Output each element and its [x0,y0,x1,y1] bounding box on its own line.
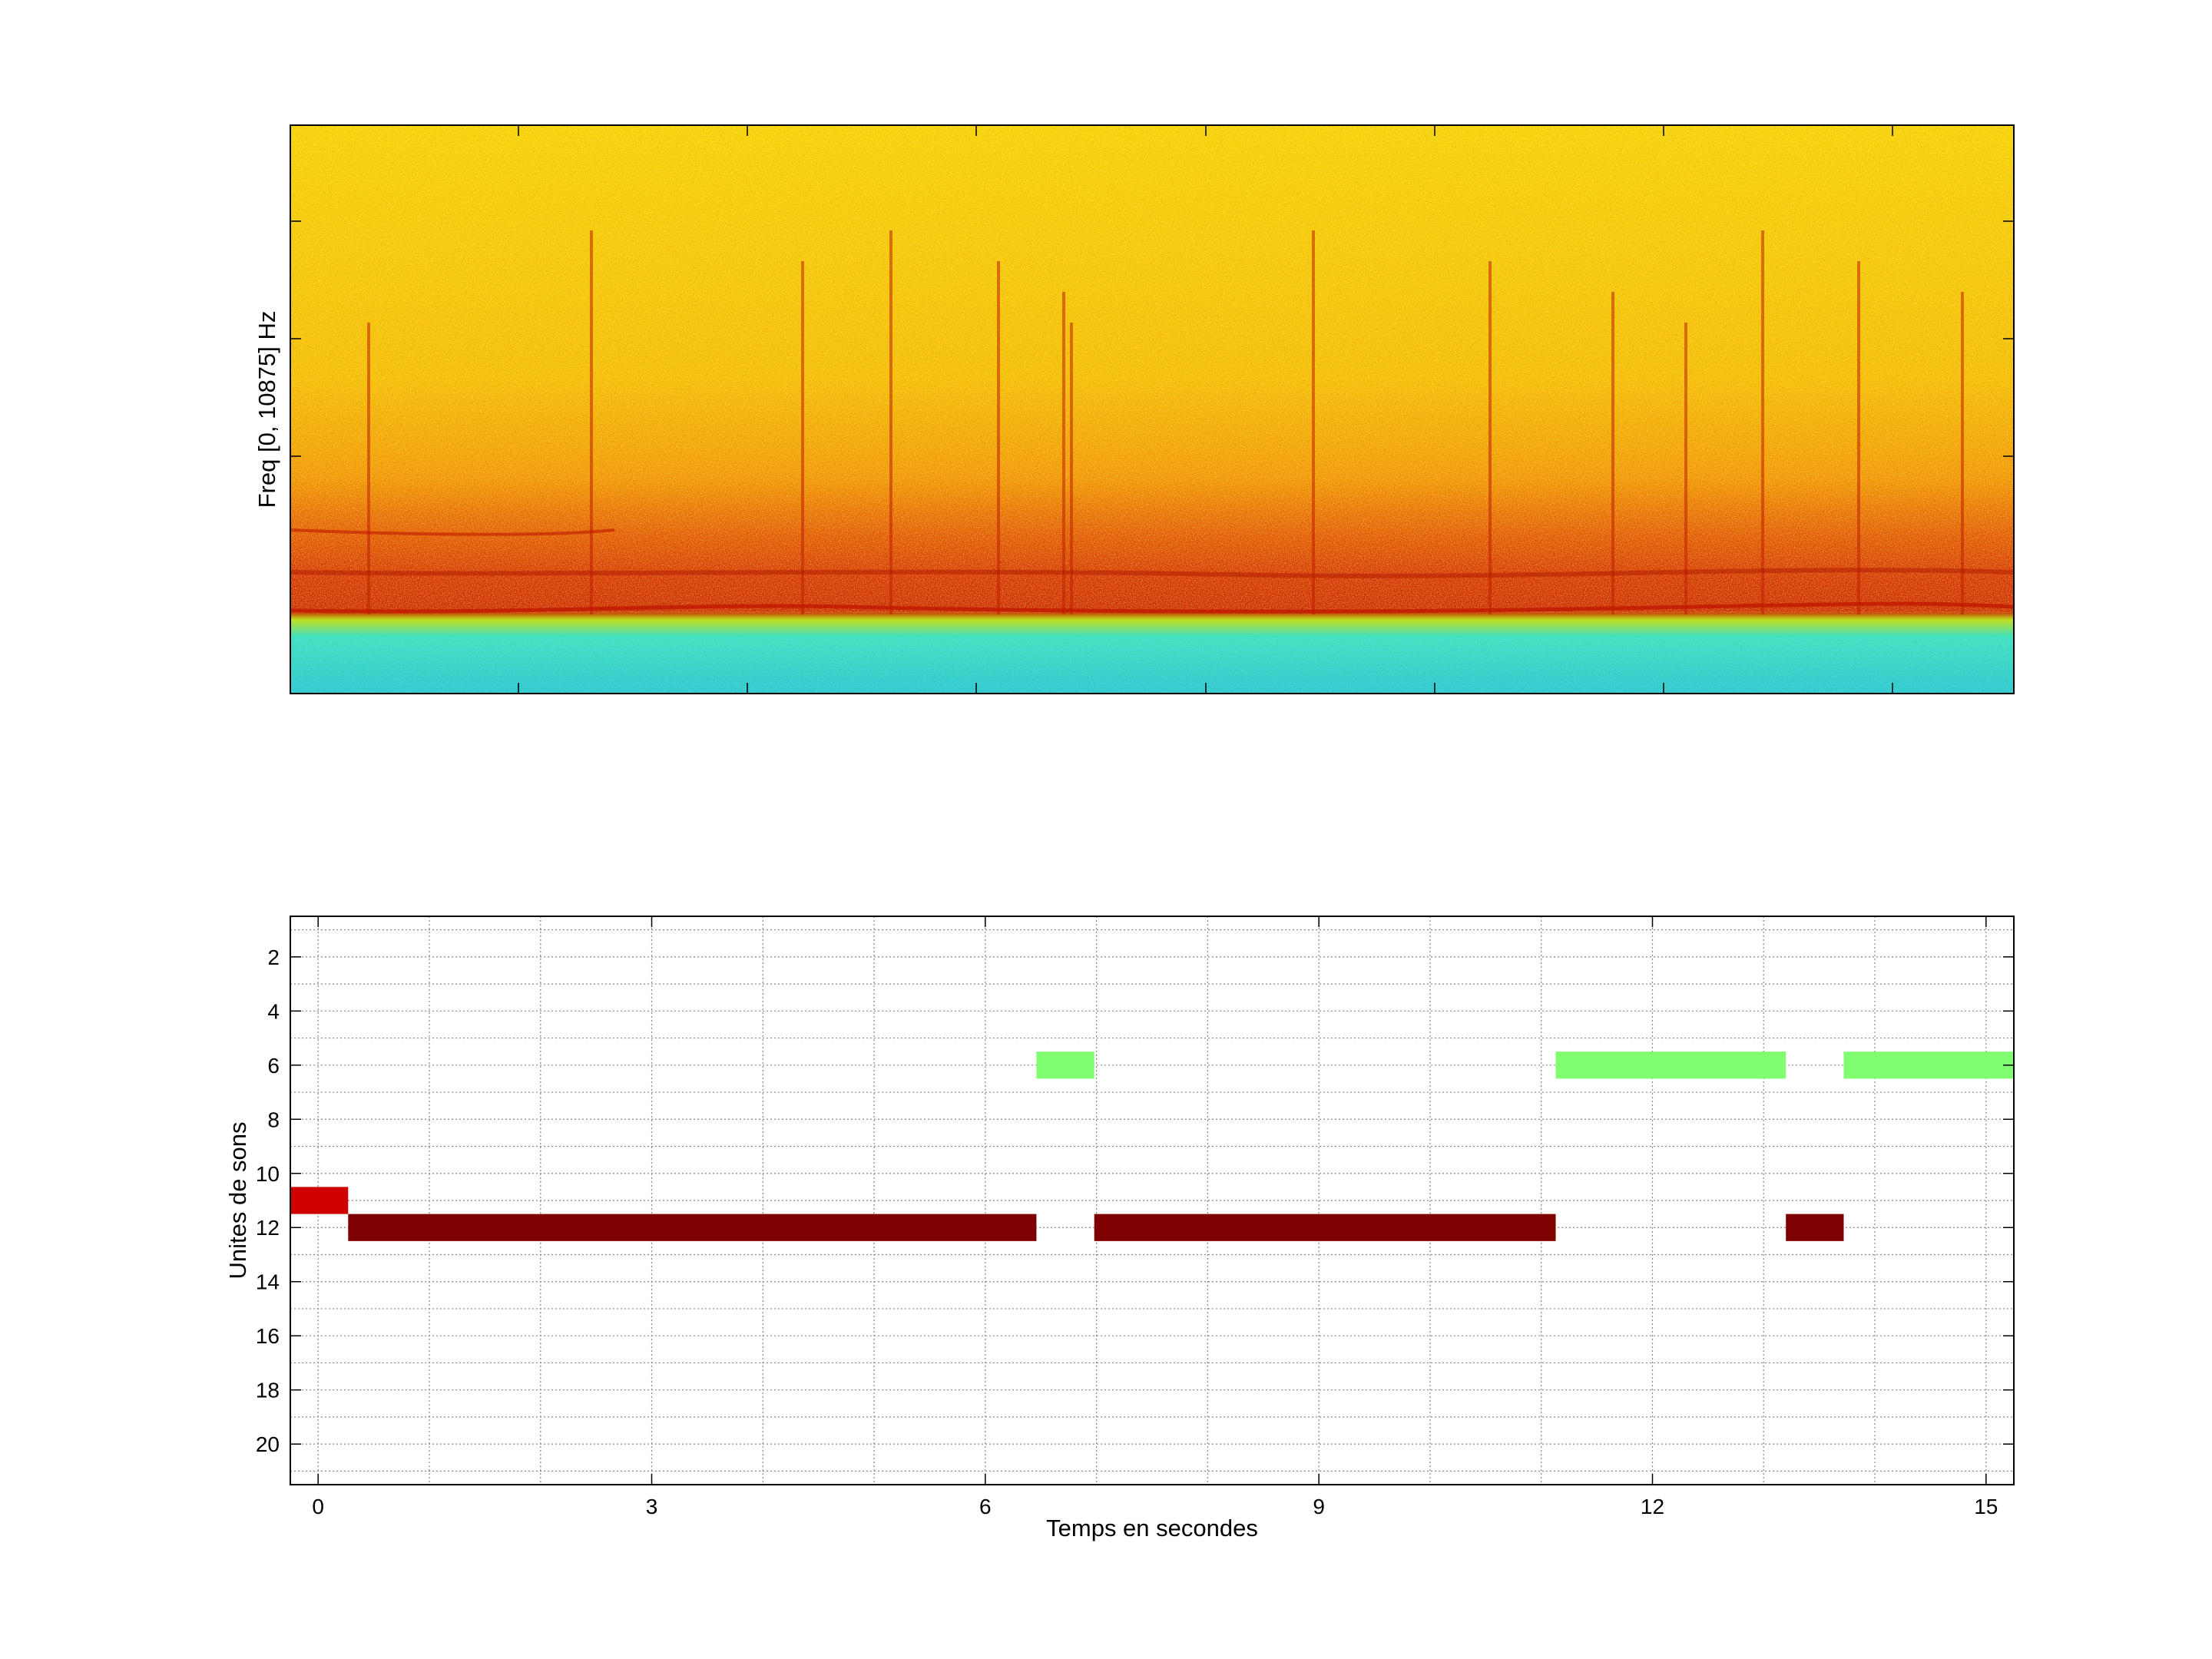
y-tick-label: 8 [267,1108,280,1131]
y-tick-label: 2 [267,945,280,969]
segments-grid [290,916,2014,1485]
y-tick-label: 18 [256,1379,280,1402]
segment-bar [1094,1214,1556,1241]
spectrogram-streaks [290,230,2015,614]
y-tick-label: 20 [256,1432,280,1456]
x-tick-label: 15 [1974,1495,1998,1518]
segments-panel: 0 3 6 9 12 15 2 4 6 8 10 12 14 16 18 20 Temps en second… [224,916,2015,1541]
segment-bar [348,1214,1037,1241]
x-tick-label: 6 [979,1495,992,1518]
spectrogram-noise-red [290,125,2014,613]
spectrogram-ticks [290,125,2014,694]
spectrogram-harmonic-line [290,528,615,536]
spectrogram-y-axis-label: Freq [0, 10875] Hz [253,311,280,508]
segment-bar [1843,1051,2014,1079]
x-tick-label: 12 [1641,1495,1664,1518]
x-axis-label: Temps en secondes [1046,1515,1258,1541]
y-tick-label: 6 [267,1054,280,1078]
x-tick-label: 0 [312,1495,324,1518]
y-tick-label: 14 [256,1270,280,1294]
y-axis-label: Unites de sons [224,1121,251,1279]
segment-bar [1555,1051,1786,1079]
spectrogram-harmonic-line [290,568,2015,578]
segment-bar [1786,1214,1844,1241]
y-tick-label: 16 [256,1324,280,1348]
spectrogram-noise-cyan [290,637,2014,694]
x-tick-label: 9 [1313,1495,1325,1518]
segments-bars [290,1051,2014,1241]
segment-bar [290,1187,349,1214]
segments-ticks: 0 3 6 9 12 15 2 4 6 8 10 12 14 16 18 20 [256,916,2014,1518]
y-tick-label: 4 [267,999,280,1023]
y-tick-label: 12 [256,1216,280,1240]
spectrogram-harmonic-line [290,601,2015,614]
segments-frame [290,916,2015,1485]
x-tick-label: 3 [646,1495,658,1518]
spectrogram-panel: Freq [0, 10875] Hz [253,124,2015,694]
segment-bar [1036,1051,1094,1079]
y-tick-label: 10 [256,1162,280,1186]
spectrogram-frame [290,124,2015,694]
